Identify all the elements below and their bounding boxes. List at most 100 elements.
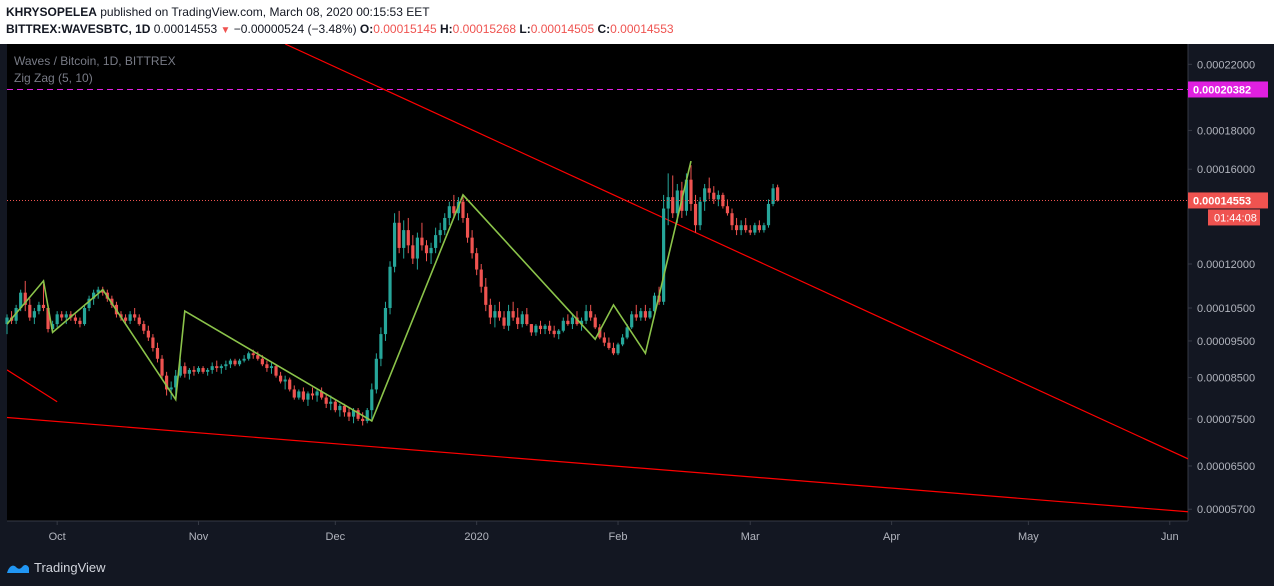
level-price-tag — [1188, 81, 1268, 98]
candle-up — [19, 292, 23, 308]
candle-up — [383, 307, 388, 335]
horizontal-level[interactable]: 0.00020382 — [7, 81, 1268, 98]
ohlc-line: BITTREX:WAVESBTC, 1D 0.00014553 ▼ −0.000… — [6, 22, 674, 36]
current-price-label: 0.00014553 — [1193, 195, 1251, 207]
candle-up — [247, 353, 251, 359]
candle-up — [306, 393, 310, 400]
candle-up — [174, 375, 178, 388]
candle-down — [110, 298, 114, 305]
candle-up — [579, 320, 584, 325]
price-tick-label: 0.00008500 — [1197, 373, 1255, 385]
candle-down — [575, 317, 579, 325]
candle-down — [424, 245, 429, 254]
candle-down — [146, 330, 150, 338]
candle-down — [192, 369, 196, 372]
candle-down — [502, 317, 506, 326]
close-value: 0.00014553 — [610, 22, 674, 36]
candle-up — [283, 379, 287, 382]
candle-down — [730, 213, 734, 226]
price-axis[interactable]: 0.00022000 0.00018000 0.00016000 0.00012000… — [1188, 59, 1255, 516]
time-tick-label: Dec — [326, 531, 346, 543]
candle-up — [639, 311, 643, 318]
candle-down — [488, 304, 492, 318]
plot-area[interactable] — [7, 44, 1188, 521]
candle-up — [662, 208, 666, 302]
candle-down — [137, 317, 141, 325]
candle-down — [516, 317, 520, 325]
candle-down — [160, 358, 164, 376]
price-change: −0.00000524 (−3.48%) — [233, 22, 357, 36]
candle-down — [552, 330, 556, 335]
candle-up — [374, 358, 378, 390]
price-tick-label: 0.00022000 — [1197, 59, 1255, 71]
candle-down — [260, 358, 264, 365]
candle-up — [703, 188, 707, 202]
price-tick-label: 0.00018000 — [1197, 125, 1255, 137]
candle-down — [41, 304, 46, 308]
candle-down — [78, 320, 82, 325]
tradingview-brand[interactable]: TradingView — [34, 560, 106, 575]
candle-down — [310, 393, 315, 396]
price-tick-label: 0.00012000 — [1197, 259, 1255, 271]
candle-up — [630, 314, 634, 328]
candle-down — [292, 389, 296, 398]
level-price-label: 0.00020382 — [1193, 84, 1251, 96]
candle-down — [470, 237, 474, 254]
candle-down — [538, 325, 543, 330]
candle-down — [511, 311, 515, 318]
candle-up — [561, 320, 565, 331]
tradingview-logo-icon[interactable] — [6, 561, 30, 575]
candle-up — [753, 225, 757, 233]
candle-up — [443, 217, 447, 231]
candle-up — [242, 358, 246, 361]
candle-up — [82, 307, 87, 325]
time-tick-label: Apr — [883, 531, 900, 543]
candle-down — [748, 230, 752, 233]
candle-up — [543, 325, 547, 330]
candle-down — [452, 206, 456, 214]
candle-down — [142, 324, 146, 331]
down-triangle-icon: ▼ — [220, 25, 231, 36]
price-tick-label: 0.00009500 — [1197, 336, 1255, 348]
candle-down — [598, 327, 602, 338]
candle-up — [315, 391, 319, 396]
candle-down — [707, 188, 711, 193]
candle-down — [274, 366, 278, 376]
series-legend-title[interactable]: Waves / Bitcoin, 1D, BITTREX — [14, 54, 176, 68]
candle-down — [361, 418, 365, 422]
trendlines[interactable] — [7, 44, 1193, 513]
candle-up — [370, 389, 374, 411]
candle-up — [620, 337, 625, 345]
author-name[interactable]: KHRYSOPELEA — [6, 5, 97, 19]
candle-down — [46, 307, 50, 330]
candle-down — [757, 225, 761, 231]
candle-up — [684, 179, 689, 211]
candle-down — [301, 391, 305, 400]
candle-down — [320, 391, 324, 398]
candle-down — [28, 304, 32, 318]
time-axis[interactable]: Oct Nov Dec 2020 Feb Mar Apr May Jun — [49, 521, 1179, 543]
time-tick-label: Nov — [189, 531, 209, 543]
candle-down — [420, 237, 424, 246]
candle-down — [607, 342, 611, 348]
candle-down — [484, 286, 488, 305]
candle-down — [324, 397, 328, 404]
low-label: L: — [519, 22, 531, 36]
price-tick-label: 0.00006500 — [1197, 461, 1255, 473]
candle-down — [278, 375, 283, 382]
candle-up — [87, 298, 91, 308]
candle-down — [183, 366, 187, 374]
candle-up — [178, 366, 182, 376]
candle-down — [593, 317, 597, 328]
low-value: 0.00014505 — [530, 22, 595, 36]
candle-up — [648, 311, 652, 318]
candle-up — [237, 360, 242, 365]
candle-down — [776, 187, 780, 201]
candle-down — [123, 317, 128, 321]
candle-down — [693, 203, 698, 226]
indicator-legend[interactable]: Zig Zag (5, 10) — [14, 71, 93, 85]
close-label: C: — [597, 22, 611, 36]
countdown-tag — [1208, 209, 1260, 226]
candle-down — [356, 410, 360, 419]
price-chart[interactable]: 0.00022000 0.00018000 0.00016000 0.00012000… — [0, 44, 1274, 550]
